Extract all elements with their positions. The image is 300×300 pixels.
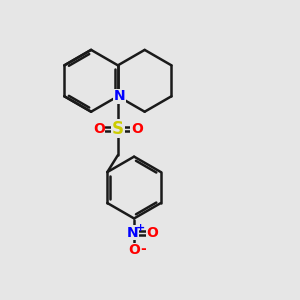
Text: -: - xyxy=(140,242,146,256)
Text: O: O xyxy=(131,122,143,136)
Text: N: N xyxy=(127,226,138,240)
Text: +: + xyxy=(136,223,145,233)
Text: O: O xyxy=(128,243,140,257)
Text: S: S xyxy=(112,120,124,138)
Text: O: O xyxy=(93,122,105,136)
Text: N: N xyxy=(113,89,125,103)
Text: O: O xyxy=(146,226,158,240)
